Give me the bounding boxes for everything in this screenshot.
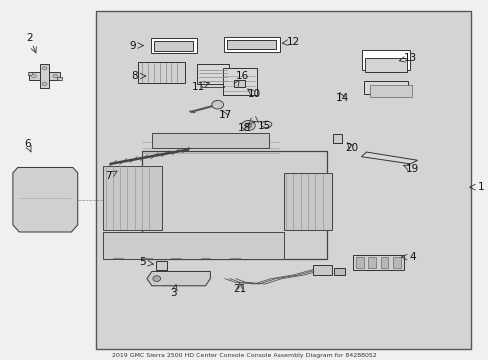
Bar	[369, 85, 411, 97]
Text: 8: 8	[131, 71, 138, 81]
Text: 2: 2	[26, 33, 33, 43]
Circle shape	[42, 66, 47, 70]
Bar	[333, 267, 344, 275]
Text: 10: 10	[247, 89, 260, 99]
Bar	[40, 64, 49, 87]
Circle shape	[42, 82, 47, 86]
Polygon shape	[13, 167, 78, 232]
Bar	[352, 255, 404, 270]
Bar	[224, 37, 279, 51]
Polygon shape	[147, 271, 210, 286]
Bar	[361, 50, 409, 70]
Bar	[142, 151, 327, 259]
Bar	[313, 265, 331, 275]
Text: 4: 4	[408, 252, 415, 262]
Bar	[283, 173, 331, 230]
Bar	[156, 261, 167, 270]
Circle shape	[153, 276, 160, 282]
Circle shape	[31, 74, 36, 78]
Ellipse shape	[261, 121, 271, 128]
Bar	[29, 72, 61, 80]
Bar	[234, 80, 244, 87]
Bar	[96, 12, 470, 348]
Text: 2019 GMC Sierra 2500 HD Center Console Console Assembly Diagram for 84288052: 2019 GMC Sierra 2500 HD Center Console C…	[112, 353, 376, 358]
Bar	[227, 40, 276, 49]
Text: 9: 9	[129, 41, 135, 50]
Circle shape	[53, 74, 58, 78]
Bar	[103, 166, 161, 230]
Bar	[150, 39, 197, 53]
Text: 21: 21	[232, 284, 246, 294]
Bar	[27, 72, 32, 75]
Text: 11: 11	[191, 82, 204, 92]
Bar	[222, 68, 256, 95]
Bar	[355, 257, 363, 267]
Bar	[103, 232, 283, 259]
Circle shape	[211, 100, 223, 109]
Bar	[365, 58, 406, 72]
Text: 18: 18	[237, 123, 251, 133]
Bar	[138, 62, 184, 83]
Bar	[392, 257, 400, 267]
Polygon shape	[361, 152, 417, 164]
Circle shape	[241, 121, 255, 131]
Text: 1: 1	[477, 182, 483, 192]
Bar	[367, 257, 375, 267]
Text: 3: 3	[170, 288, 177, 298]
Bar	[152, 134, 268, 148]
Text: 6: 6	[24, 139, 31, 149]
Text: 17: 17	[218, 111, 231, 121]
Bar	[363, 81, 407, 94]
Text: 12: 12	[286, 37, 299, 47]
Circle shape	[244, 123, 251, 128]
Text: 7: 7	[104, 171, 111, 181]
Text: 16: 16	[235, 71, 248, 81]
Bar	[197, 64, 228, 84]
Bar	[57, 77, 61, 80]
Bar	[380, 257, 387, 267]
Bar	[154, 41, 193, 50]
Text: 15: 15	[257, 121, 270, 131]
Text: 20: 20	[345, 143, 358, 153]
Bar	[332, 134, 341, 143]
Text: 14: 14	[335, 93, 348, 103]
Text: 13: 13	[403, 53, 416, 63]
Text: 5: 5	[139, 257, 145, 267]
Text: 19: 19	[405, 164, 419, 174]
